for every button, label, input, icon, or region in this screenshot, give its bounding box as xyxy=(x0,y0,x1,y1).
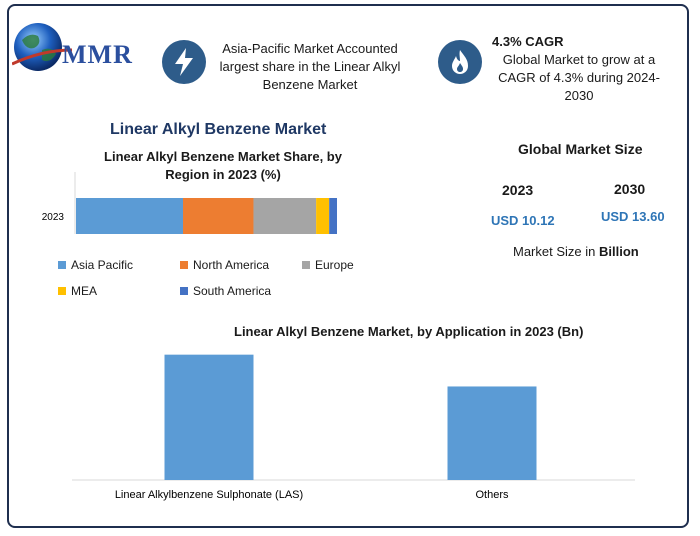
legend-swatch xyxy=(58,261,66,269)
legend-item-north-america: North America xyxy=(180,258,269,272)
market-size-heading: Global Market Size xyxy=(518,141,643,157)
market-size-value-2030: USD 13.60 xyxy=(601,209,665,224)
application-category-label: Linear Alkylbenzene Sulphonate (LAS) xyxy=(115,489,303,501)
lightning-bolt-icon xyxy=(162,40,206,84)
region-category-label: 2023 xyxy=(42,212,65,223)
main-title: Linear Alkyl Benzene Market xyxy=(110,121,327,138)
legend-label: Asia Pacific xyxy=(71,258,134,272)
market-size-value-2023: USD 10.12 xyxy=(491,213,555,228)
legend-item-south-america: South America xyxy=(180,284,271,298)
region-bar-north-america xyxy=(183,198,254,234)
legend-item-asia-pacific: Asia Pacific xyxy=(58,258,133,272)
region-bar-south-america xyxy=(329,198,337,234)
legend-label: MEA xyxy=(71,284,98,298)
legend-item-mea: MEA xyxy=(58,284,97,298)
legend-label: South America xyxy=(193,284,272,298)
cagr-title: 4.3% CAGR xyxy=(492,34,564,49)
application-bar-others xyxy=(447,386,537,480)
legend-item-europe: Europe xyxy=(302,258,354,272)
market-size-year-2030: 2030 xyxy=(614,181,646,197)
region-bar-europe xyxy=(253,198,317,234)
application-chart-title: Linear Alkyl Benzene Market, by Applicat… xyxy=(234,324,584,339)
application-bar-las xyxy=(164,354,254,480)
infographic-frame xyxy=(7,4,689,528)
market-size-year-2023: 2023 xyxy=(502,182,534,198)
legend-swatch xyxy=(180,261,188,269)
legend-swatch xyxy=(302,261,310,269)
market-size-unit: Market Size in Billion xyxy=(513,244,639,259)
legend-swatch xyxy=(58,287,66,295)
region-bar-mea xyxy=(316,198,330,234)
region-share-chart: 2023 xyxy=(42,172,337,234)
logo-text: MMR xyxy=(62,40,133,69)
region-bar-asia-pacific xyxy=(76,198,184,234)
legend-swatch xyxy=(180,287,188,295)
info-asia-pacific-text: Asia-Pacific Market Accounted largest sh… xyxy=(219,41,401,92)
application-category-label: Others xyxy=(475,489,509,501)
legend-label: North America xyxy=(193,258,270,272)
mmr-globe-logo-icon xyxy=(12,23,73,71)
region-chart-title: Linear Alkyl Benzene Market Share, by Re… xyxy=(104,149,342,182)
legend-label: Europe xyxy=(315,258,354,272)
application-chart: Linear Alkylbenzene Sulphonate (LAS) Othe… xyxy=(72,354,635,501)
cagr-text: Global Market to grow at a CAGR of 4.3% … xyxy=(498,52,660,103)
flame-icon xyxy=(438,40,482,84)
